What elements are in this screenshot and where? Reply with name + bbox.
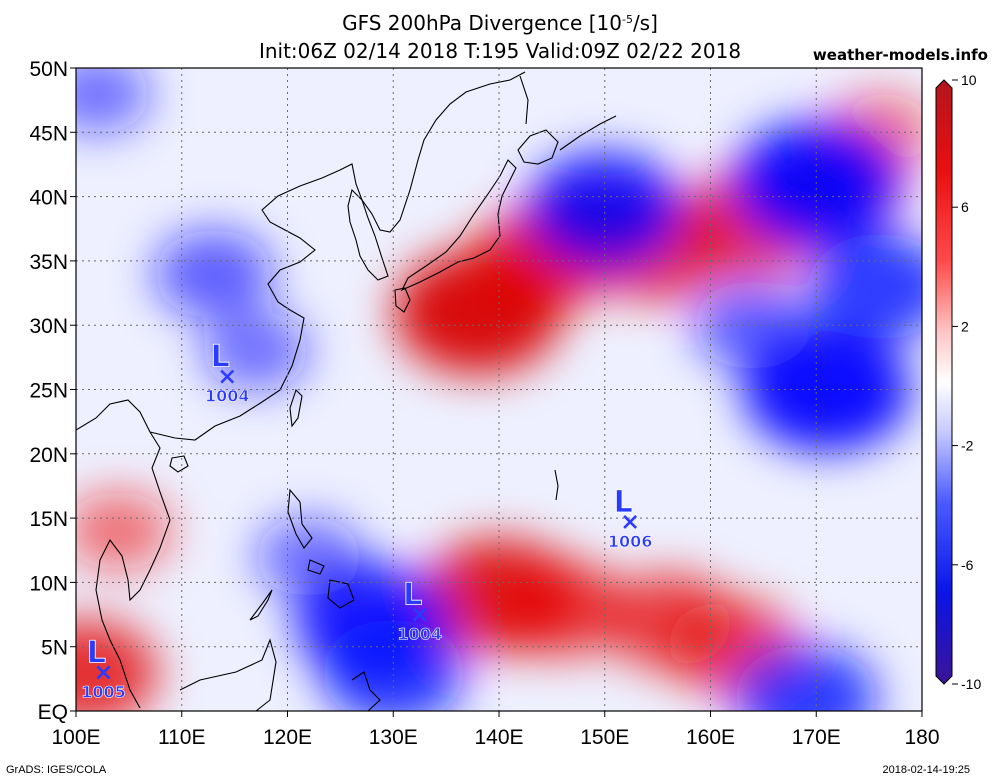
y-tick-label: 40N — [29, 187, 68, 210]
coast-japan-hokkaido — [517, 129, 559, 165]
colorbar-bar — [935, 79, 953, 685]
y-tick-label: 25N — [29, 380, 68, 403]
low-pressure-markers: L 1004 L 1006 L 1004 L 1005 — [81, 339, 653, 702]
x-tick-label: 140E — [474, 726, 523, 749]
chart-subtitle: Init:06Z 02/14 2018 T:195 Valid:09Z 02/2… — [259, 39, 741, 63]
divergence-feature-13 — [527, 151, 683, 267]
low-letter: L — [87, 635, 106, 670]
coast-korea — [347, 188, 389, 281]
low-center-cross — [220, 369, 235, 384]
y-tick-label: 50N — [29, 58, 68, 81]
coast-borneo — [179, 638, 277, 711]
x-tick-label: 150E — [580, 726, 629, 749]
coast-taiwan — [289, 388, 303, 428]
footer-right: 2018-02-14-19:25 — [883, 764, 970, 776]
coast-sulawesi — [351, 671, 381, 711]
colorbar-tick-label: -6 — [961, 557, 974, 573]
x-tick-label: 130E — [369, 726, 418, 749]
low-marker-2: L 1004 — [397, 577, 442, 644]
divergence-feature-7 — [496, 559, 628, 657]
low-center-cross — [412, 607, 427, 622]
low-letter: L — [403, 578, 422, 613]
coast-sakhalin — [519, 75, 529, 125]
x-tick-label: 170E — [792, 726, 841, 749]
lat-lon-grid — [76, 68, 922, 711]
x-tick-label: 180 — [904, 726, 939, 749]
divergence-feature-21 — [154, 229, 273, 318]
y-tick-label: 5N — [41, 637, 68, 660]
y-axis-ticks: EQ 5N 10N 15N 20N 25N 30N 35N 40N 45N 50N — [29, 58, 76, 724]
x-tick-label: 110E — [158, 726, 206, 749]
coast-marianas — [554, 469, 559, 501]
coast-palawan — [249, 589, 273, 621]
x-tick-label: 120E — [263, 726, 312, 749]
coast-kurils — [559, 115, 617, 151]
coast-japan-kyushu — [394, 287, 411, 313]
divergence-feature-16 — [808, 233, 922, 340]
colorbar-tick-label: 6 — [961, 199, 969, 215]
x-axis-ticks: 100E 110E 120E 130E 140E 150E 160E 170E 180 — [51, 711, 940, 749]
low-letter: L — [211, 340, 230, 375]
divergence-feature-11 — [76, 491, 172, 571]
colorbar-tick-label: 10 — [961, 72, 977, 88]
low-letter: L — [614, 485, 633, 520]
colorbar-ticks: 10 6 2 -2 -6 -10 — [952, 72, 981, 692]
divergence-feature-10 — [76, 619, 159, 711]
y-tick-label: EQ — [38, 701, 68, 724]
coast-china — [149, 71, 526, 441]
footer-left: GrADS: IGES/COLA — [6, 764, 107, 776]
coast-hainan — [169, 455, 189, 473]
coast-mindanao — [327, 579, 355, 609]
low-center-cross — [96, 665, 111, 680]
x-tick-label: 100E — [51, 726, 100, 749]
low-pressure-value: 1006 — [608, 532, 653, 551]
coast-visayas — [307, 559, 325, 575]
divergence-field — [76, 68, 922, 711]
coastlines — [76, 71, 617, 711]
low-marker-3: L 1005 — [81, 635, 126, 702]
y-tick-label: 45N — [29, 122, 68, 145]
chart-title: GFS 200hPa Divergence [10-5/s] — [342, 11, 658, 35]
divergence-feature-20 — [734, 645, 878, 711]
y-tick-label: 15N — [29, 508, 68, 531]
low-marker-1: L 1006 — [608, 485, 653, 552]
y-tick-label: 30N — [29, 315, 68, 338]
divergence-feature-17 — [693, 281, 813, 370]
low-center-cross — [623, 515, 638, 529]
site-label: weather-models.info — [813, 46, 988, 64]
low-pressure-value: 1005 — [81, 682, 126, 701]
low-marker-0: L 1004 — [205, 339, 250, 406]
low-pressure-value: 1004 — [397, 625, 442, 644]
coast-mainland — [76, 399, 171, 709]
plot-area: L 1004 L 1006 L 1004 L 1005 — [75, 67, 923, 712]
divergence-feature-19 — [321, 619, 465, 711]
coast-luzon — [287, 488, 313, 549]
y-tick-label: 35N — [29, 251, 68, 274]
divergence-feature-23 — [255, 517, 362, 597]
divergence-feature-24 — [76, 68, 151, 134]
colorbar: 10 6 2 -2 -6 -10 — [935, 72, 981, 692]
y-tick-label: 10N — [29, 572, 68, 595]
divergence-feature-22 — [202, 311, 310, 391]
y-tick-label: 20N — [29, 444, 68, 467]
colorbar-tick-label: 2 — [961, 318, 969, 334]
colorbar-tick-label: -2 — [961, 438, 974, 454]
colorbar-tick-label: -10 — [961, 676, 981, 692]
low-pressure-value: 1004 — [205, 387, 250, 406]
x-tick-label: 160E — [686, 726, 735, 749]
